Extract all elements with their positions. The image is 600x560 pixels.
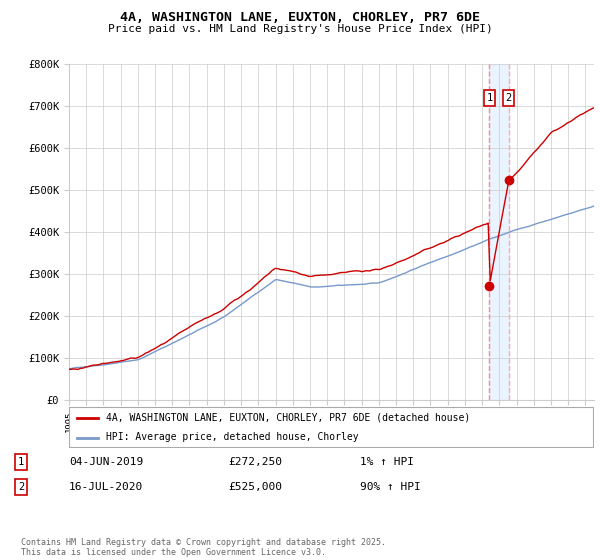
Text: Contains HM Land Registry data © Crown copyright and database right 2025.
This d: Contains HM Land Registry data © Crown c… <box>21 538 386 557</box>
Text: 90% ↑ HPI: 90% ↑ HPI <box>360 482 421 492</box>
Text: 4A, WASHINGTON LANE, EUXTON, CHORLEY, PR7 6DE (detached house): 4A, WASHINGTON LANE, EUXTON, CHORLEY, PR… <box>106 413 470 423</box>
Text: 2: 2 <box>505 93 512 103</box>
Text: 16-JUL-2020: 16-JUL-2020 <box>69 482 143 492</box>
Text: 2: 2 <box>18 482 24 492</box>
Text: 04-JUN-2019: 04-JUN-2019 <box>69 457 143 467</box>
Text: 4A, WASHINGTON LANE, EUXTON, CHORLEY, PR7 6DE: 4A, WASHINGTON LANE, EUXTON, CHORLEY, PR… <box>120 11 480 24</box>
Text: Price paid vs. HM Land Registry's House Price Index (HPI): Price paid vs. HM Land Registry's House … <box>107 24 493 34</box>
Text: 1: 1 <box>486 93 493 103</box>
Text: HPI: Average price, detached house, Chorley: HPI: Average price, detached house, Chor… <box>106 432 358 442</box>
Text: £272,250: £272,250 <box>228 457 282 467</box>
FancyBboxPatch shape <box>69 407 593 447</box>
Text: 1% ↑ HPI: 1% ↑ HPI <box>360 457 414 467</box>
Bar <box>490 64 509 400</box>
Text: £525,000: £525,000 <box>228 482 282 492</box>
Text: 1: 1 <box>18 457 24 467</box>
